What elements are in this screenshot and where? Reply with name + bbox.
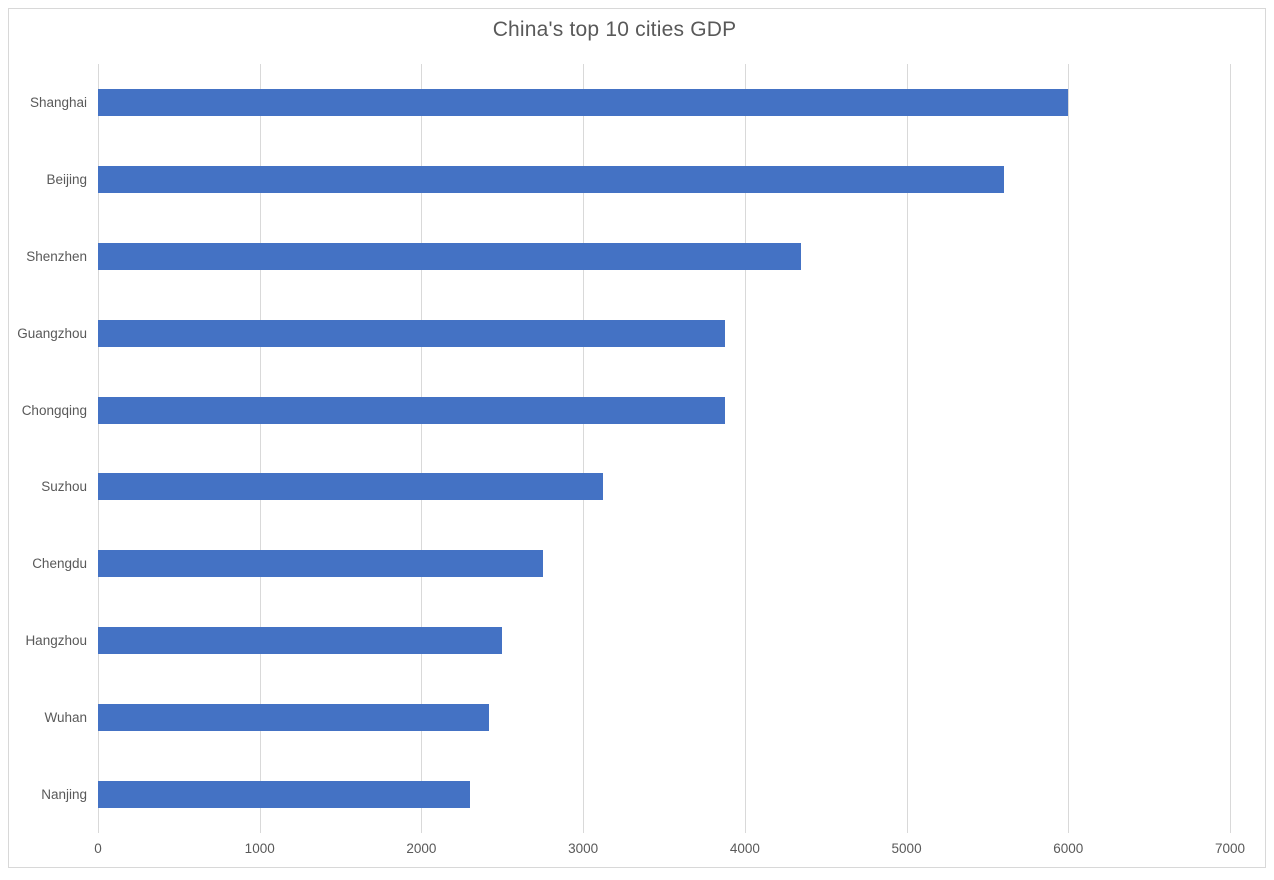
- bar-row: Hangzhou: [25, 602, 1230, 679]
- bar-row: Shanghai: [30, 64, 1230, 141]
- bar: [98, 88, 1069, 116]
- bar-row: Nanjing: [41, 756, 1230, 833]
- category-label: Nanjing: [41, 787, 87, 803]
- bar-row: Shenzhen: [26, 218, 1230, 295]
- chart-title: China's top 10 cities GDP: [492, 18, 737, 41]
- gridline: [906, 64, 908, 833]
- gridline: [421, 64, 423, 833]
- bar-row: Beijing: [46, 141, 1230, 218]
- bar: [98, 319, 726, 347]
- bar: [98, 242, 802, 270]
- bar-row: Suzhou: [41, 449, 1230, 526]
- category-label: Hangzhou: [25, 633, 87, 649]
- bar-row: Chongqing: [22, 372, 1230, 449]
- x-axis: 0 1000 2000 3000 4000 5000 6000 7000: [94, 841, 1245, 861]
- gridline: [98, 64, 99, 833]
- tick-label: 3000: [568, 841, 599, 856]
- tick-label: 4000: [729, 841, 760, 856]
- category-label: Guangzhou: [17, 325, 87, 341]
- category-label: Beijing: [46, 171, 87, 187]
- bar-row: Guangzhou: [17, 295, 1230, 372]
- tick-label: 1000: [244, 841, 275, 856]
- gridline: [1230, 64, 1231, 833]
- category-label: Suzhou: [41, 479, 87, 495]
- category-label: Chongqing: [21, 402, 87, 418]
- tick-label: 7000: [1214, 841, 1246, 856]
- gridline: [744, 64, 746, 833]
- bar: [98, 550, 543, 578]
- tick-label: 2000: [406, 841, 437, 856]
- plot-area: Shanghai Beijing Shenzhen Guangzhou Chongqin…: [17, 64, 1231, 833]
- gridline: [259, 64, 261, 833]
- tick-label: 0: [94, 841, 102, 856]
- category-label: Shanghai: [29, 94, 87, 110]
- bar: [98, 165, 1004, 193]
- bar-row: Chengdu: [32, 525, 1230, 602]
- bar: [98, 396, 726, 424]
- gridline: [583, 64, 585, 833]
- tick-label: 6000: [1053, 841, 1084, 856]
- bar-row: Wuhan: [44, 679, 1230, 756]
- chart-canvas: China's top 10 cities GDP Shanghai Beijin…: [8, 8, 1266, 868]
- category-label: Chengdu: [32, 556, 87, 572]
- category-label: Shenzhen: [26, 248, 87, 264]
- bar: [98, 627, 503, 655]
- category-label: Wuhan: [44, 710, 87, 726]
- bar: [98, 781, 470, 809]
- bar: [98, 473, 603, 501]
- tick-label: 5000: [891, 841, 922, 856]
- gridline: [1068, 64, 1070, 833]
- bar: [98, 704, 490, 732]
